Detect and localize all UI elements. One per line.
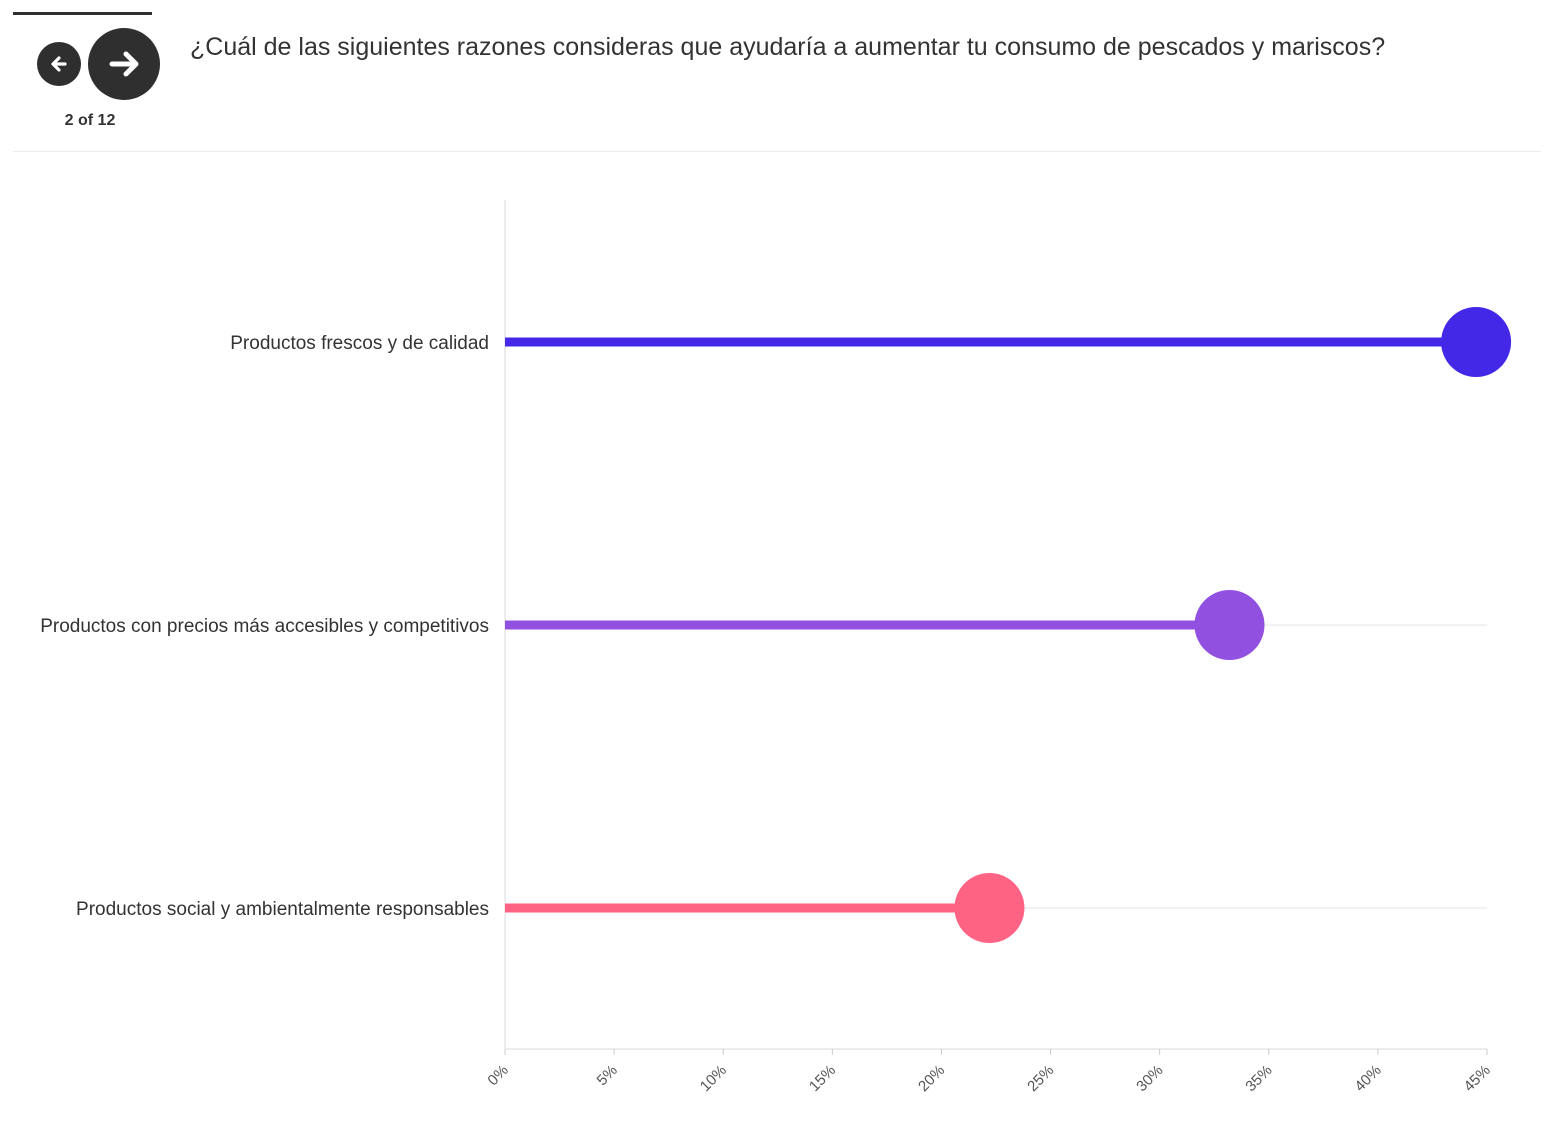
x-tick-label: 30% — [1133, 1062, 1166, 1095]
x-tick-label: 15% — [806, 1062, 839, 1095]
x-tick-label: 25% — [1024, 1062, 1057, 1095]
arrow-right-icon — [109, 51, 139, 77]
progress-indicator — [13, 12, 152, 15]
x-tick-label: 35% — [1242, 1062, 1275, 1095]
x-tick-label: 0% — [484, 1062, 511, 1089]
x-tick-label: 10% — [697, 1062, 730, 1095]
category-label: Productos social y ambientalmente respon… — [76, 899, 489, 920]
x-tick-label: 40% — [1351, 1062, 1384, 1095]
question-title: ¿Cuál de las siguientes razones consider… — [190, 33, 1386, 61]
x-tick-label: 5% — [594, 1062, 621, 1089]
lollipop-dot — [1194, 590, 1265, 660]
lollipop-dot — [1441, 307, 1512, 377]
next-button[interactable] — [88, 28, 160, 100]
arrow-left-icon — [51, 56, 67, 72]
category-label: Productos con precios más accesibles y c… — [40, 616, 489, 637]
previous-button[interactable] — [37, 42, 81, 86]
lollipop-dot — [954, 873, 1025, 943]
category-label: Productos frescos y de calidad — [230, 333, 489, 354]
x-tick-label: 20% — [915, 1062, 948, 1095]
x-tick-label: 45% — [1461, 1062, 1494, 1095]
header-divider — [13, 151, 1541, 152]
page-counter: 2 of 12 — [64, 112, 116, 129]
